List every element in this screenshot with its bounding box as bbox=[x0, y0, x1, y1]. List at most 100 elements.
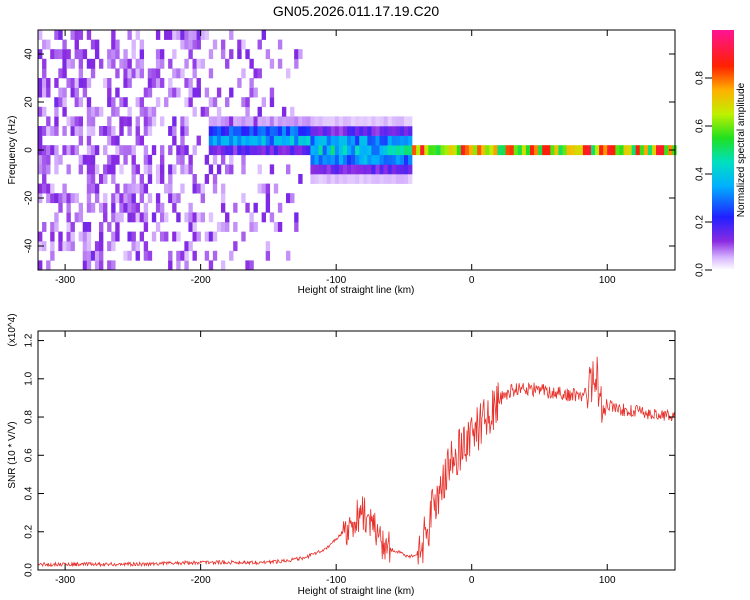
spectrogram-cell bbox=[90, 58, 96, 69]
spectrogram-cell bbox=[241, 193, 246, 204]
spectrogram-cell bbox=[318, 154, 323, 165]
spectrogram-cell bbox=[363, 135, 368, 146]
spectrogram-cell bbox=[261, 116, 266, 127]
colorbar-ticks: 0.0 0.2 0.4 0.6 0.8 bbox=[695, 71, 712, 277]
spectrogram-cell bbox=[318, 116, 323, 127]
spectrogram-cell bbox=[135, 202, 140, 213]
spectrogram-cell bbox=[351, 154, 356, 165]
spectrogram-cell bbox=[338, 135, 344, 146]
spectrogram-cell bbox=[143, 154, 149, 165]
figure-title: GN05.2026.011.17.19.C20 bbox=[273, 3, 440, 19]
spectrogram-cell bbox=[62, 126, 67, 136]
spectrogram-cell bbox=[176, 250, 181, 261]
spectrogram-cell bbox=[111, 193, 116, 204]
spectrogram-cell bbox=[294, 145, 299, 156]
spectrogram-cell bbox=[70, 126, 75, 136]
snr-x-ticks: -300 -200 -100 0 100 bbox=[55, 331, 616, 586]
spectrogram-cell bbox=[233, 222, 238, 232]
spectrogram-cell bbox=[208, 126, 214, 136]
spectrogram-cell bbox=[115, 39, 120, 50]
spectrogram-cell bbox=[66, 164, 71, 175]
spectrogram-ytick-label: -40 bbox=[24, 238, 35, 253]
spectrogram-cell bbox=[408, 164, 413, 175]
spectrogram-cell bbox=[286, 164, 291, 175]
spectrogram-cell bbox=[302, 145, 307, 156]
spectrogram-cell bbox=[66, 241, 71, 252]
spectrogram-cell bbox=[286, 135, 291, 146]
spectrogram-cell bbox=[265, 116, 271, 127]
spectrogram-cell bbox=[143, 145, 149, 156]
spectrogram-cell bbox=[379, 126, 384, 136]
spectrogram-cell bbox=[70, 231, 75, 242]
spectrogram-cell bbox=[294, 58, 299, 69]
spectrogram-cell bbox=[143, 202, 149, 213]
spectrogram-cell bbox=[188, 97, 193, 108]
spectrogram-cell bbox=[277, 116, 283, 127]
spectrogram-cell bbox=[147, 116, 153, 127]
spectrogram-cell bbox=[176, 145, 181, 156]
spectrogram-cell bbox=[643, 145, 649, 156]
spectrogram-cell bbox=[131, 241, 136, 252]
spectrogram-cell bbox=[111, 39, 116, 50]
spectrogram-cell bbox=[127, 116, 132, 127]
spectrogram-cell bbox=[220, 183, 226, 194]
spectrogram-cell bbox=[403, 116, 409, 127]
spectrogram-cell bbox=[257, 106, 262, 117]
spectrogram-cell bbox=[78, 212, 84, 223]
spectrogram-cell bbox=[399, 174, 405, 184]
spectrogram-cell bbox=[98, 58, 104, 69]
spectrogram-cell bbox=[383, 174, 388, 184]
spectrogram-cell bbox=[46, 78, 51, 88]
spectrogram-cell bbox=[220, 39, 226, 50]
spectrogram-cell bbox=[143, 164, 149, 175]
spectrogram-cell bbox=[233, 126, 238, 136]
spectrogram-cell bbox=[375, 145, 380, 156]
spectrogram-cell bbox=[261, 30, 266, 40]
spectrogram-cell bbox=[70, 78, 75, 88]
spectrogram-cell bbox=[38, 135, 43, 146]
spectrogram-cell bbox=[86, 164, 92, 175]
spectrogram-cell bbox=[155, 97, 161, 108]
spectrogram-cell bbox=[241, 231, 246, 242]
spectrogram-cell bbox=[408, 116, 413, 127]
spectrogram-cell bbox=[253, 202, 258, 213]
spectrogram-cell bbox=[155, 49, 161, 60]
colorbar: 0.0 0.2 0.4 0.6 0.8 Normalized spectral ampl… bbox=[695, 30, 747, 277]
spectrogram-cell bbox=[188, 87, 193, 98]
spectrogram-cell bbox=[277, 58, 283, 69]
spectrogram-cell bbox=[639, 145, 645, 156]
spectrogram-cell bbox=[111, 30, 116, 40]
spectrogram-cell bbox=[164, 231, 169, 242]
spectrogram-cell bbox=[290, 135, 295, 146]
spectrogram-cell bbox=[103, 174, 108, 184]
spectrogram-cell bbox=[395, 164, 401, 175]
spectrogram-cell bbox=[225, 164, 230, 175]
spectrogram-y-label: Frequency (Hz) bbox=[7, 116, 18, 185]
spectrogram-cell bbox=[192, 106, 197, 117]
snr-xtick-label: -100 bbox=[326, 575, 346, 586]
spectrogram-cell bbox=[42, 145, 47, 156]
spectrogram-cell bbox=[135, 164, 140, 175]
spectrogram-cell bbox=[58, 241, 63, 252]
spectrogram-cell bbox=[151, 212, 157, 223]
spectrogram-cell bbox=[74, 39, 79, 50]
spectrogram-cell bbox=[151, 68, 157, 79]
spectrogram-cell bbox=[78, 116, 84, 127]
spectrogram-cell bbox=[347, 154, 352, 165]
spectrogram-cell bbox=[225, 212, 230, 223]
spectrogram-cell bbox=[90, 202, 96, 213]
spectrogram-cell bbox=[342, 145, 348, 156]
spectrogram-cell bbox=[119, 58, 124, 69]
spectrogram-cell bbox=[359, 145, 364, 156]
spectrogram-cell bbox=[196, 231, 201, 242]
spectrogram-cell bbox=[225, 222, 230, 232]
spectrogram-cell bbox=[86, 106, 92, 117]
spectrogram-cell bbox=[180, 116, 185, 127]
spectrogram-cell bbox=[50, 183, 55, 194]
spectrogram-cell bbox=[74, 193, 79, 204]
spectrogram-cell bbox=[269, 135, 275, 146]
spectrogram-cell bbox=[192, 145, 197, 156]
spectrogram-cell bbox=[103, 202, 108, 213]
spectrogram-cell bbox=[269, 145, 275, 156]
spectrogram-cell bbox=[111, 126, 116, 136]
